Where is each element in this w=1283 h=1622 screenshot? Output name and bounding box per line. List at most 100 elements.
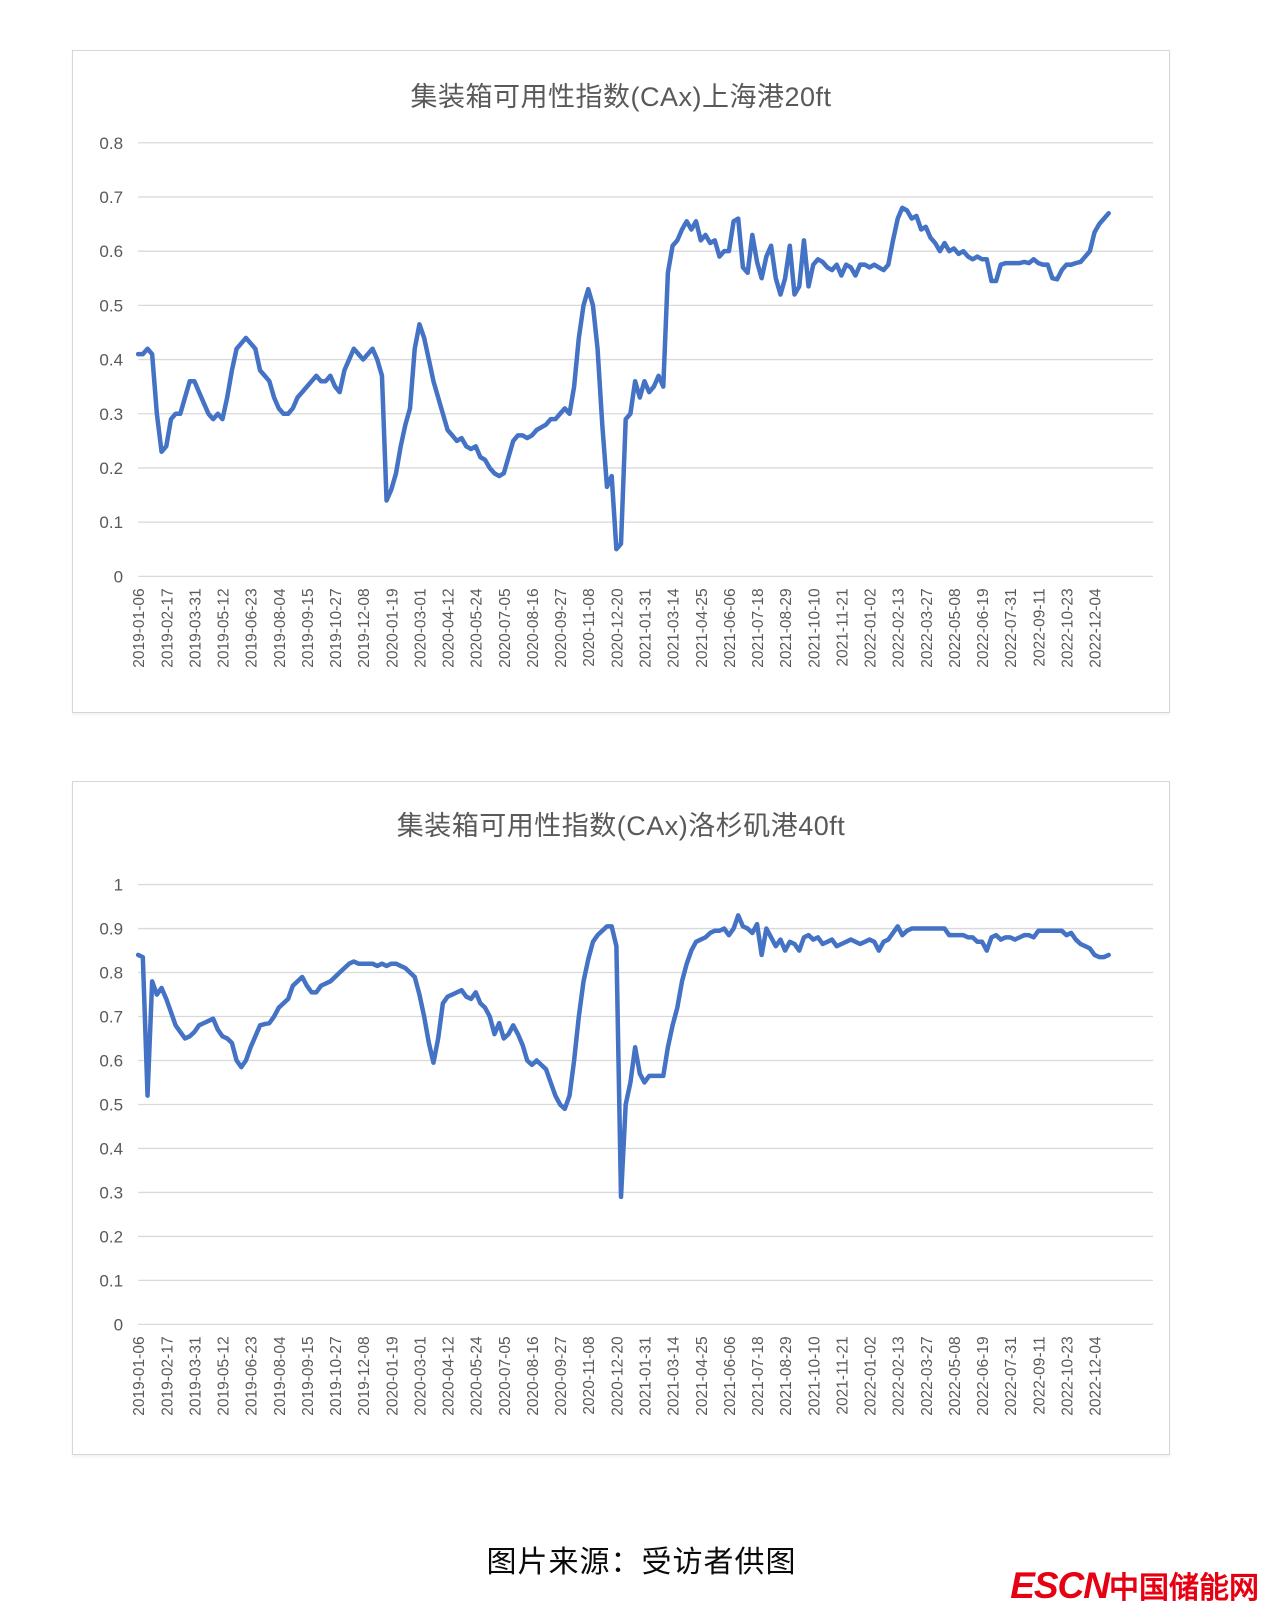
y-axis-tick-label: 0.7 <box>99 1008 123 1027</box>
x-axis-tick-label: 2021-07-18 <box>750 1336 767 1415</box>
chart-shanghai-20ft: 集装箱可用性指数(CAx)上海港20ft 0 0.1 0.2 0.3 0.4 0.5 0.6… <box>72 50 1170 713</box>
x-axis-tick-label: 2021-06-06 <box>722 1336 739 1415</box>
series-line <box>135 913 1111 1200</box>
y-axis-tick-label: 0.9 <box>99 920 123 939</box>
x-axis-tick-label: 2021-10-10 <box>806 588 823 668</box>
x-axis-tick-label: 2020-12-20 <box>609 1336 626 1416</box>
x-axis-tick-label: 2020-05-24 <box>469 1336 486 1416</box>
escn-logo: ESCN中国储能网 <box>1010 1563 1259 1607</box>
x-axis-tick-label: 2021-07-18 <box>750 588 767 667</box>
x-axis-tick-label: 2022-01-02 <box>863 588 880 667</box>
x-axis-tick-label: 2022-12-04 <box>1088 1336 1105 1416</box>
y-axis-tick-label: 0.3 <box>99 1183 123 1202</box>
y-axis-tick-label: 0.4 <box>99 1139 123 1158</box>
x-axis-tick-label: 2021-01-31 <box>637 1336 654 1415</box>
x-axis-tick-label: 2020-08-16 <box>525 588 542 667</box>
x-axis-tick-label: 2021-10-10 <box>806 1336 823 1416</box>
x-axis-tick-label: 2021-08-29 <box>778 588 795 667</box>
x-axis-tick-label: 2020-03-01 <box>412 1336 429 1415</box>
x-axis-tick-label: 2019-09-15 <box>300 1336 317 1415</box>
escn-logo-chinese: 中国储能网 <box>1109 1572 1259 1605</box>
x-axis-tick-label: 2019-10-27 <box>328 588 345 667</box>
x-axis-tick-label: 2019-02-17 <box>159 1336 176 1415</box>
x-axis-tick-label: 2022-03-27 <box>919 588 936 667</box>
y-axis-tick-label: 0 <box>114 567 123 586</box>
x-axis-tick-label: 2019-03-31 <box>187 1336 204 1415</box>
chart-title-shanghai: 集装箱可用性指数(CAx)上海港20ft <box>410 82 832 112</box>
x-axis-tick-label: 2022-05-08 <box>947 588 964 667</box>
x-axis-tick-label: 2019-06-23 <box>244 588 261 667</box>
x-axis-tick-label: 2020-07-05 <box>497 588 514 667</box>
y-axis-tick-label: 0.6 <box>99 1052 123 1071</box>
x-axis-tick-label: 2019-08-04 <box>272 588 289 668</box>
y-axis-tick-label: 0.5 <box>99 296 123 315</box>
x-axis-tick-label: 2020-03-01 <box>412 588 429 667</box>
y-axis-tick-label: 0.1 <box>99 513 123 532</box>
series-line <box>135 205 1111 552</box>
x-axis-tick-label: 2019-02-17 <box>159 588 176 667</box>
x-axis-tick-label: 2020-04-12 <box>441 588 458 667</box>
x-axis-tick-label: 2022-09-11 <box>1031 588 1048 666</box>
x-axis-tick-label: 2019-05-12 <box>216 588 233 667</box>
x-axis-tick-label: 2022-06-19 <box>975 1336 992 1415</box>
x-axis-tick-label: 2019-12-08 <box>356 1336 373 1415</box>
x-axis-tick-label: 2019-01-06 <box>131 1336 148 1415</box>
x-axis-tick-label: 2019-10-27 <box>328 1336 345 1415</box>
y-axis-tick-label: 0.6 <box>99 242 123 261</box>
x-axis-tick-label: 2022-10-23 <box>1059 1336 1076 1415</box>
x-axis-tick-label: 2019-08-04 <box>272 1336 289 1416</box>
x-axis-tick-label: 2021-11-21 <box>834 588 851 666</box>
x-axis-tick-label: 2022-07-31 <box>1003 588 1020 667</box>
chart-losangeles-40ft: 集装箱可用性指数(CAx)洛杉矶港40ft 0 0.1 0.2 0.3 0.4 0.5 0.… <box>72 781 1170 1455</box>
y-axis-tick-label: 0.4 <box>99 351 123 370</box>
y-axis-tick-label: 0.1 <box>99 1271 123 1290</box>
x-axis-tick-label: 2021-01-31 <box>637 588 654 667</box>
y-axis-tick-label: 0 <box>114 1315 123 1334</box>
x-axis-tick-label: 2020-01-19 <box>384 1336 401 1415</box>
x-axis-tick-label: 2020-04-12 <box>441 1336 458 1415</box>
x-axis-tick-label: 2022-02-13 <box>891 588 908 667</box>
x-axis-tick-label: 2021-03-14 <box>666 1336 683 1416</box>
x-axis-tick-label: 2022-12-04 <box>1088 588 1105 668</box>
x-axis-tick-label: 2021-04-25 <box>694 588 711 667</box>
y-axis-tick-label: 0.3 <box>99 405 123 424</box>
x-axis-tick-label: 2021-08-29 <box>778 1336 795 1415</box>
x-axis-tick-label: 2019-12-08 <box>356 588 373 667</box>
x-axis-tick-label: 2022-03-27 <box>919 1336 936 1415</box>
x-axis-tick-label: 2022-01-02 <box>863 1336 880 1415</box>
y-axis-tick-label: 0.8 <box>99 134 123 153</box>
x-axis-tick-label: 2021-06-06 <box>722 588 739 667</box>
image-source-caption: 图片来源：受访者供图 <box>486 1546 797 1579</box>
escn-logo-latin: ESCN <box>1010 1565 1110 1606</box>
y-axis-tick-label: 1 <box>114 876 123 895</box>
x-axis-tick-label: 2020-05-24 <box>469 588 486 668</box>
x-axis-tick-label: 2022-10-23 <box>1059 588 1076 667</box>
x-axis-tick-label: 2022-09-11 <box>1031 1336 1048 1414</box>
x-axis-tick-label: 2019-05-12 <box>216 1336 233 1415</box>
x-axis-tick-label: 2021-03-14 <box>666 588 683 668</box>
y-axis-tick-label: 0.2 <box>99 459 123 478</box>
y-axis-tick-label: 0.5 <box>99 1095 123 1114</box>
x-axis-tick-label: 2019-03-31 <box>187 588 204 667</box>
x-axis-tick-label: 2022-06-19 <box>975 588 992 667</box>
x-axis-tick-label: 2022-02-13 <box>891 1336 908 1415</box>
x-axis-tick-label: 2019-01-06 <box>131 588 148 667</box>
y-axis-tick-label: 0.7 <box>99 188 123 207</box>
x-axis-tick-label: 2022-07-31 <box>1003 1336 1020 1415</box>
x-axis-tick-label: 2019-09-15 <box>300 588 317 667</box>
x-axis-tick-label: 2020-01-19 <box>384 588 401 667</box>
chart-title-losangeles: 集装箱可用性指数(CAx)洛杉矶港40ft <box>396 811 846 841</box>
x-axis-tick-label: 2021-11-21 <box>834 1336 851 1414</box>
x-axis-tick-label: 2020-09-27 <box>553 1336 570 1415</box>
x-axis-tick-label: 2019-06-23 <box>244 1336 261 1415</box>
x-axis-tick-label: 2020-09-27 <box>553 588 570 667</box>
x-axis-tick-label: 2022-05-08 <box>947 1336 964 1415</box>
x-axis-tick-label: 2020-11-08 <box>581 1336 598 1414</box>
x-axis-tick-label: 2020-07-05 <box>497 1336 514 1415</box>
x-axis-tick-label: 2020-08-16 <box>525 1336 542 1415</box>
chart-canvas-losangeles: 0 0.1 0.2 0.3 0.4 0.5 0.6 0.7 0.8 0.9 1 2019-01-06 2… <box>99 876 1153 1416</box>
y-axis-tick-label: 0.2 <box>99 1227 123 1246</box>
x-axis-tick-label: 2020-12-20 <box>609 588 626 668</box>
x-axis-tick-label: 2020-11-08 <box>581 588 598 666</box>
